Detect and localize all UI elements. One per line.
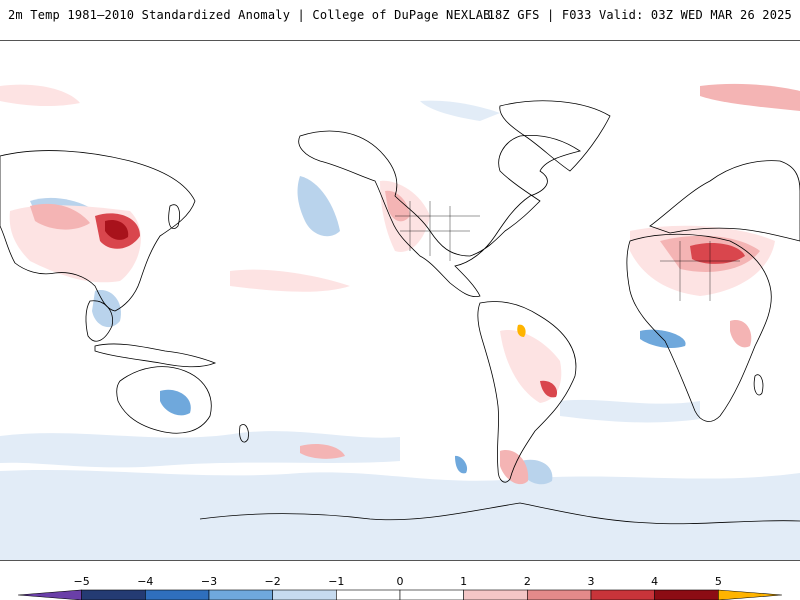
- madagascar-outline: [753, 374, 764, 396]
- colorbar-segment: [272, 589, 337, 600]
- colorbar-segment: [336, 589, 401, 600]
- southeast-asia-outline: [85, 300, 113, 342]
- map-title: 2m Temp 1981–2010 Standardized Anomaly |…: [8, 8, 491, 22]
- colorbar-segment: [17, 589, 82, 600]
- political-borders: [395, 201, 740, 301]
- colorbar-segment: [399, 589, 464, 600]
- anomaly-map: [0, 40, 800, 561]
- colorbar-tick-label: −4: [137, 575, 154, 588]
- colorbar-segment: [145, 589, 210, 600]
- map-canvas: [0, 41, 800, 560]
- colorbar-tick-label: −5: [73, 575, 90, 588]
- colorbar-segment: [463, 589, 528, 600]
- colorbar: −5 −4 −3 −2 −1 0 1 2 3 4 5: [0, 570, 800, 600]
- colorbar-tick-label: 5: [714, 575, 722, 588]
- colorbar-tick-label: −2: [264, 575, 281, 588]
- colorbar-segment: [718, 589, 783, 600]
- colorbar-tick-label: 3: [587, 575, 595, 588]
- antarctica-outline: [199, 502, 800, 525]
- colorbar-segment: [590, 589, 655, 600]
- colorbar-tick-label: −1: [328, 575, 345, 588]
- warm-anomaly-areas: [0, 83, 800, 485]
- north-america-outline: [298, 130, 581, 298]
- colorbar-tick-label: 2: [523, 575, 531, 588]
- new-zealand-outline: [239, 424, 249, 443]
- colorbar-segment: [81, 589, 146, 600]
- greenland-outline: [499, 100, 611, 172]
- europe-outline: [649, 160, 800, 242]
- colorbar-graphic: [17, 589, 783, 600]
- model-run-info: 18Z GFS | F033 Valid: 03Z WED MAR 26 202…: [487, 8, 792, 22]
- colorbar-tick-label: −3: [200, 575, 218, 588]
- indonesia-outline: [94, 343, 217, 368]
- colorbar-tick-label: 1: [460, 575, 468, 588]
- south-america-outline: [477, 301, 577, 483]
- asia-outline: [0, 150, 196, 312]
- colorbar-segment: [654, 589, 719, 600]
- header: 2m Temp 1981–2010 Standardized Anomaly |…: [0, 0, 800, 34]
- colorbar-segment: [527, 589, 592, 600]
- australia-outline: [116, 366, 212, 434]
- colorbar-tick-label: 0: [396, 575, 404, 588]
- africa-outline: [626, 233, 772, 422]
- coastlines: [0, 100, 800, 525]
- japan-outline: [168, 204, 180, 230]
- colorbar-tick-label: 4: [651, 575, 659, 588]
- colorbar-segment: [208, 589, 273, 600]
